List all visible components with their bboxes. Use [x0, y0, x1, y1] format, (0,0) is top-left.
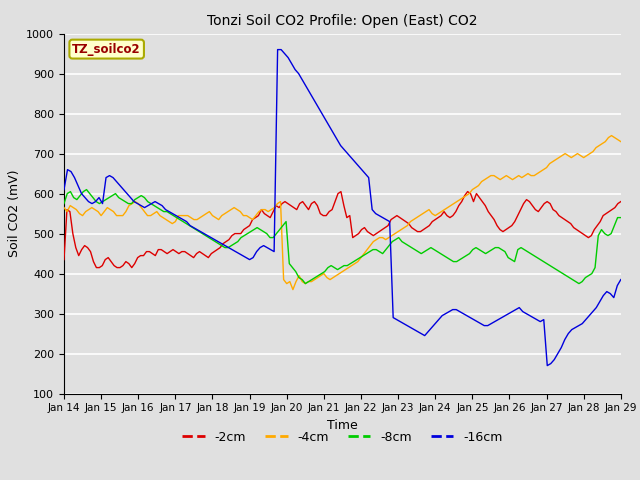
Title: Tonzi Soil CO2 Profile: Open (East) CO2: Tonzi Soil CO2 Profile: Open (East) CO2: [207, 14, 477, 28]
Legend: -2cm, -4cm, -8cm, -16cm: -2cm, -4cm, -8cm, -16cm: [177, 426, 508, 448]
X-axis label: Time: Time: [327, 419, 358, 432]
Y-axis label: Soil CO2 (mV): Soil CO2 (mV): [8, 170, 20, 257]
Text: TZ_soilco2: TZ_soilco2: [72, 43, 141, 56]
